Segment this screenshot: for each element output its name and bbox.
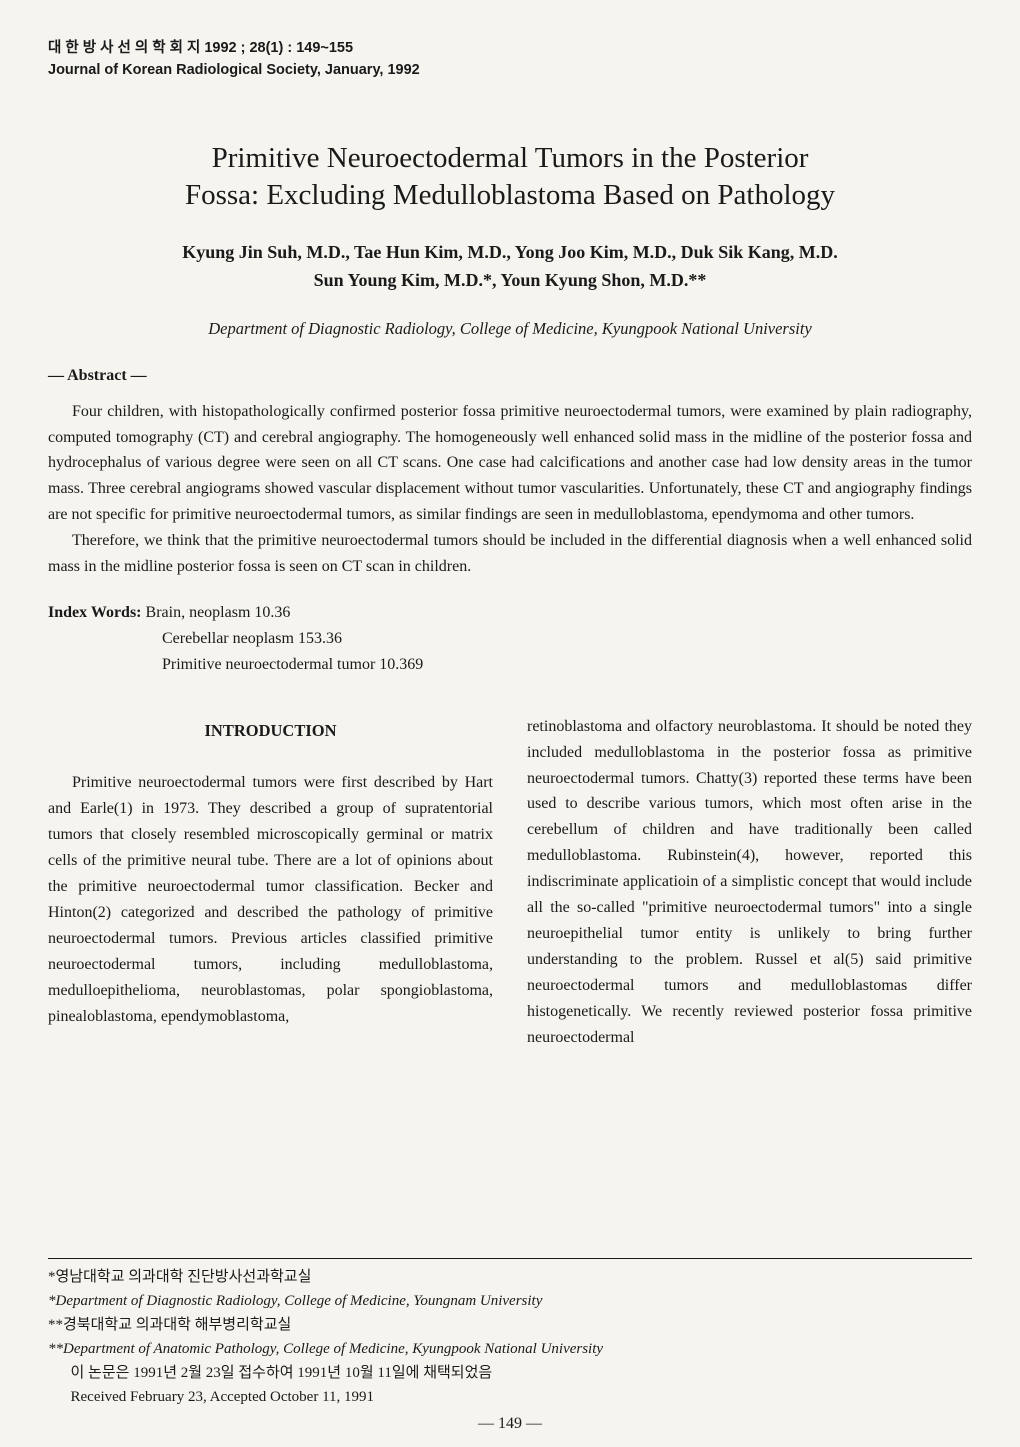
authors: Kyung Jin Suh, M.D., Tae Hun Kim, M.D., … [48,239,972,295]
introduction-right-text: retinoblastoma and olfactory neuroblasto… [527,714,972,1051]
left-column: INTRODUCTION Primitive neuroectodermal t… [48,714,493,1051]
title-line-1: Primitive Neuroectodermal Tumors in the … [212,142,809,174]
authors-line-1: Kyung Jin Suh, M.D., Tae Hun Kim, M.D., … [182,242,837,262]
title-line-2: Fossa: Excluding Medulloblastoma Based o… [185,179,835,211]
footnote-1-english: *Department of Diagnostic Radiology, Col… [48,1289,972,1313]
index-words: Index Words: Brain, neoplasm 10.36 Cereb… [48,600,972,678]
footnote-2-korean: **경북대학교 의과대학 해부병리학교실 [48,1313,972,1337]
page-number: — 149 — [0,1415,1020,1433]
introduction-left-text: Primitive neuroectodermal tumors were fi… [48,770,493,1029]
received-english: Received February 23, Accepted October 1… [48,1385,972,1409]
title-block: Primitive Neuroectodermal Tumors in the … [48,140,972,339]
footnotes: *영남대학교 의과대학 진단방사선과학교실 *Department of Dia… [48,1258,972,1409]
body-columns: INTRODUCTION Primitive neuroectodermal t… [48,714,972,1051]
abstract-body: Four children, with histopathologically … [48,399,972,580]
journal-english-citation: Journal of Korean Radiological Society, … [48,60,972,82]
index-term-3: Primitive neuroectodermal tumor 10.369 [48,652,972,678]
department-affiliation: Department of Diagnostic Radiology, Coll… [48,319,972,339]
abstract-paragraph-2: Therefore, we think that the primitive n… [48,528,972,580]
index-term-2: Cerebellar neoplasm 153.36 [48,626,972,652]
abstract-label: — Abstract — [48,367,972,385]
received-korean: 이 논문은 1991년 2월 23일 접수하여 1991년 10월 11일에 채… [48,1361,972,1385]
journal-header: 대 한 방 사 선 의 학 회 지 1992 ; 28(1) : 149~155… [48,38,972,82]
index-term-1: Brain, neoplasm 10.36 [146,604,291,621]
paper-title: Primitive Neuroectodermal Tumors in the … [48,140,972,215]
introduction-heading: INTRODUCTION [48,718,493,745]
right-column: retinoblastoma and olfactory neuroblasto… [527,714,972,1051]
footnote-2-english: **Department of Anatomic Pathology, Coll… [48,1337,972,1361]
authors-line-2: Sun Young Kim, M.D.*, Youn Kyung Shon, M… [314,270,707,290]
abstract-paragraph-1: Four children, with histopathologically … [48,399,972,529]
index-words-label: Index Words: [48,604,142,621]
footnote-1-korean: *영남대학교 의과대학 진단방사선과학교실 [48,1265,972,1289]
journal-korean-citation: 대 한 방 사 선 의 학 회 지 1992 ; 28(1) : 149~155 [48,38,972,60]
